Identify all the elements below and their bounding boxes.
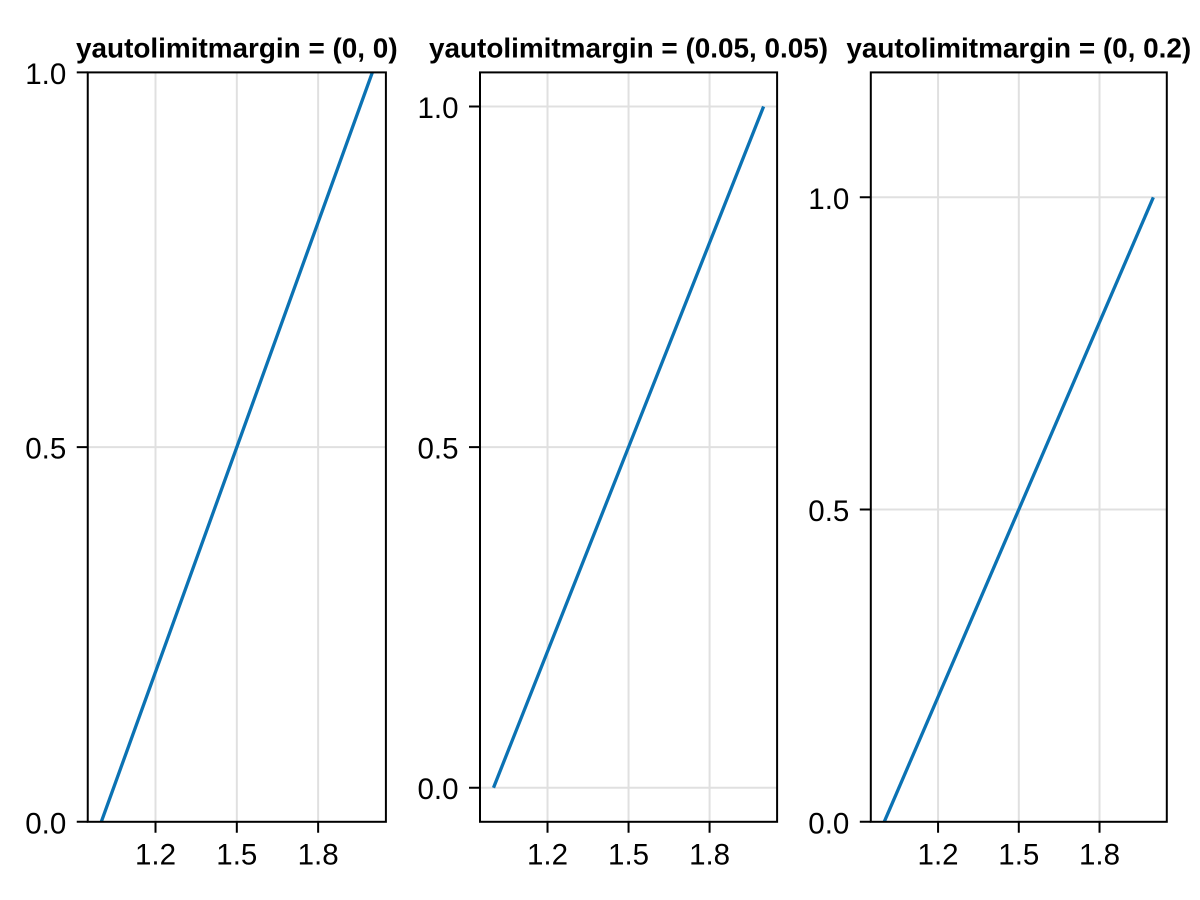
svg-text:1.0: 1.0 bbox=[808, 183, 849, 216]
svg-text:yautolimitmargin = (0.05, 0.05: yautolimitmargin = (0.05, 0.05) bbox=[429, 32, 828, 63]
svg-text:1.8: 1.8 bbox=[298, 839, 339, 872]
svg-text:0.5: 0.5 bbox=[808, 495, 849, 528]
svg-text:1.5: 1.5 bbox=[216, 839, 257, 872]
svg-text:1.0: 1.0 bbox=[417, 92, 458, 125]
svg-text:0.0: 0.0 bbox=[25, 807, 66, 840]
svg-text:0.0: 0.0 bbox=[808, 807, 849, 840]
svg-text:1.2: 1.2 bbox=[135, 839, 176, 872]
svg-text:0.5: 0.5 bbox=[417, 433, 458, 466]
svg-text:1.0: 1.0 bbox=[25, 58, 66, 91]
svg-text:1.2: 1.2 bbox=[918, 839, 959, 872]
svg-text:yautolimitmargin = (0, 0.2): yautolimitmargin = (0, 0.2) bbox=[846, 32, 1191, 63]
svg-text:1.8: 1.8 bbox=[689, 839, 730, 872]
svg-text:1.2: 1.2 bbox=[527, 839, 568, 872]
svg-text:yautolimitmargin = (0, 0): yautolimitmargin = (0, 0) bbox=[76, 32, 398, 63]
svg-text:1.5: 1.5 bbox=[608, 839, 649, 872]
svg-text:0.5: 0.5 bbox=[25, 433, 66, 466]
svg-text:1.8: 1.8 bbox=[1079, 839, 1120, 872]
svg-text:0.0: 0.0 bbox=[417, 773, 458, 806]
svg-text:1.5: 1.5 bbox=[998, 839, 1039, 872]
